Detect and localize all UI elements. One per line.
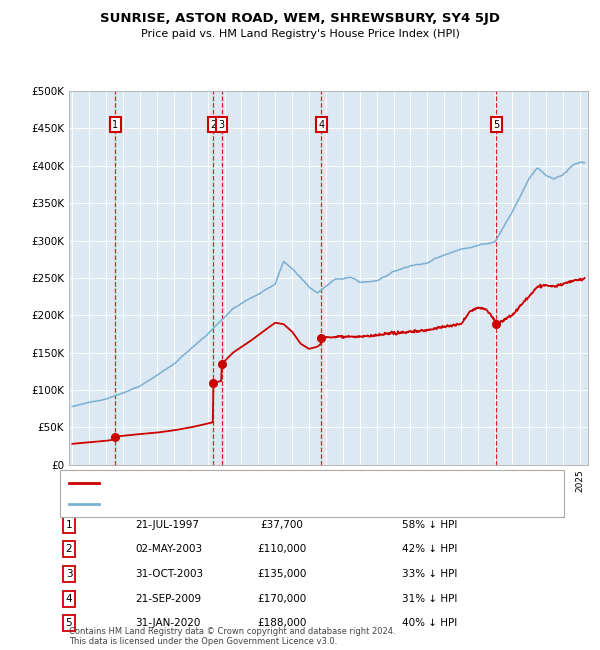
Text: £135,000: £135,000 (257, 569, 307, 579)
Text: 3: 3 (218, 120, 225, 129)
Text: Contains HM Land Registry data © Crown copyright and database right 2024.
This d: Contains HM Land Registry data © Crown c… (69, 627, 395, 646)
Text: £170,000: £170,000 (257, 593, 307, 604)
Text: 2: 2 (65, 544, 73, 554)
Text: 31-OCT-2003: 31-OCT-2003 (135, 569, 203, 579)
Text: £110,000: £110,000 (257, 544, 307, 554)
Text: HPI: Average price, detached house, Shropshire: HPI: Average price, detached house, Shro… (103, 499, 336, 509)
Text: 21-SEP-2009: 21-SEP-2009 (135, 593, 201, 604)
Text: £37,700: £37,700 (260, 519, 304, 530)
Text: 4: 4 (318, 120, 324, 129)
Text: 31-JAN-2020: 31-JAN-2020 (135, 618, 200, 629)
Text: SUNRISE, ASTON ROAD, WEM, SHREWSBURY, SY4 5JD: SUNRISE, ASTON ROAD, WEM, SHREWSBURY, SY… (100, 12, 500, 25)
Text: 1: 1 (65, 519, 73, 530)
Text: 40% ↓ HPI: 40% ↓ HPI (402, 618, 457, 629)
Text: £188,000: £188,000 (257, 618, 307, 629)
Text: SUNRISE, ASTON ROAD, WEM, SHREWSBURY, SY4 5JD (detached house): SUNRISE, ASTON ROAD, WEM, SHREWSBURY, SY… (103, 478, 456, 488)
Text: 2: 2 (210, 120, 217, 129)
Text: 02-MAY-2003: 02-MAY-2003 (135, 544, 202, 554)
Text: 58% ↓ HPI: 58% ↓ HPI (402, 519, 457, 530)
Text: 33% ↓ HPI: 33% ↓ HPI (402, 569, 457, 579)
Text: 1: 1 (112, 120, 119, 129)
Text: 3: 3 (65, 569, 73, 579)
Text: 5: 5 (65, 618, 73, 629)
Text: 42% ↓ HPI: 42% ↓ HPI (402, 544, 457, 554)
Text: 4: 4 (65, 593, 73, 604)
Text: 5: 5 (493, 120, 499, 129)
Text: Price paid vs. HM Land Registry's House Price Index (HPI): Price paid vs. HM Land Registry's House … (140, 29, 460, 38)
Text: 21-JUL-1997: 21-JUL-1997 (135, 519, 199, 530)
Text: 31% ↓ HPI: 31% ↓ HPI (402, 593, 457, 604)
